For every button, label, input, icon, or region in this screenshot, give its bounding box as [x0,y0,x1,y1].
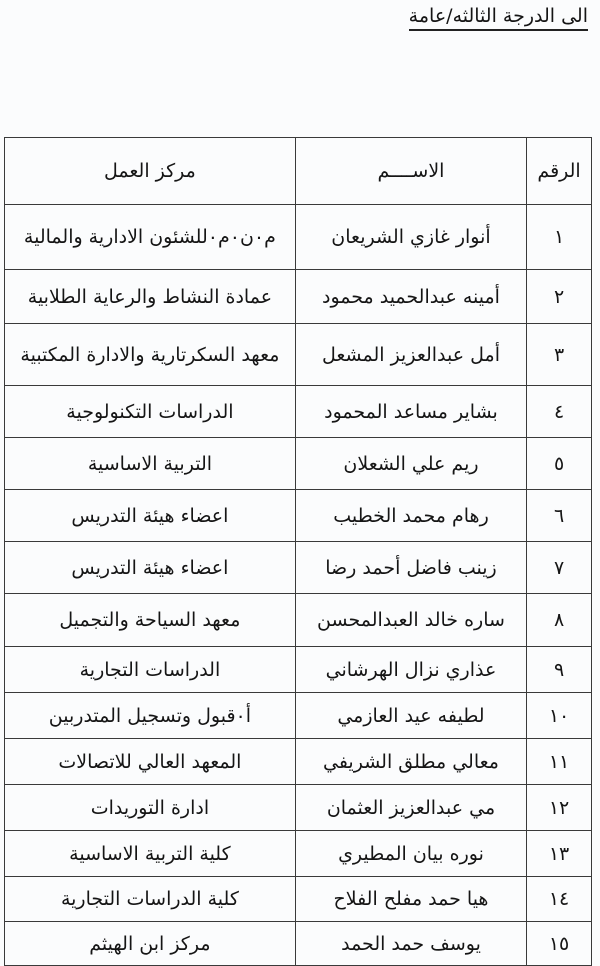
cell-name: ريم علي الشعلان [294,437,528,490]
table-row: ١٣ نوره بيان المطيري كلية التربية الاساسية [4,830,592,877]
document-heading: الى الدرجة الثالثه/عامة [408,4,588,31]
cell-name: نوره بيان المطيري [294,830,528,877]
cell-name: هيا حمد مفلح الفلاح [294,876,528,922]
table-row: ٧ زينب فاضل أحمد رضا اعضاء هيئة التدريس [4,541,592,594]
table-row: ٦ رهام محمد الخطيب اعضاء هيئة التدريس [4,489,592,542]
table-row: ٩ عذاري نزال الهرشاني الدراسات التجارية [4,646,592,693]
cell-name: لطيفه عيد العازمي [294,692,528,739]
cell-number: ٧ [526,541,592,594]
header-name: الاســــم [294,137,528,205]
cell-number: ٥ [526,437,592,490]
cell-workplace: معهد السياحة والتجميل [4,593,296,647]
cell-name: رهام محمد الخطيب [294,489,528,542]
cell-number: ٨ [526,593,592,647]
cell-name: ساره خالد العبدالمحسن [294,593,528,647]
cell-workplace: كلية التربية الاساسية [4,830,296,877]
cell-workplace: معهد السكرتارية والادارة المكتبية [4,323,296,386]
cell-workplace: ادارة التوريدات [4,784,296,831]
cell-number: ١٥ [526,921,592,966]
cell-number: ١ [526,204,592,270]
table-row: ٨ ساره خالد العبدالمحسن معهد السياحة والتج… [4,593,592,647]
cell-workplace: كلية الدراسات التجارية [4,876,296,922]
cell-number: ١٢ [526,784,592,831]
cell-number: ٩ [526,646,592,693]
table-row: ١٠ لطيفه عيد العازمي أ٠قبول وتسجيل المتدرب… [4,692,592,739]
table-header-row: الرقم الاســــم مركز العمل [4,137,592,205]
cell-number: ٦ [526,489,592,542]
cell-number: ٢ [526,269,592,324]
header-workplace: مركز العمل [4,137,296,205]
cell-name: أنوار غازي الشريعان [294,204,528,270]
cell-workplace: المعهد العالي للاتصالات [4,738,296,785]
table-row: ١ أنوار غازي الشريعان م٠ن٠م٠للشئون الاداري… [4,204,592,270]
cell-number: ٤ [526,385,592,438]
table-row: ٢ أمينه عبدالحميد محمود عمادة النشاط والرع… [4,269,592,324]
table-row: ١١ معالي مطلق الشريفي المعهد العالي للاتصا… [4,738,592,785]
cell-name: بشاير مساعد المحمود [294,385,528,438]
cell-number: ٣ [526,323,592,386]
cell-workplace: عمادة النشاط والرعاية الطلابية [4,269,296,324]
cell-name: يوسف حمد الحمد [294,921,528,966]
cell-number: ١١ [526,738,592,785]
cell-name: زينب فاضل أحمد رضا [294,541,528,594]
cell-name: عذاري نزال الهرشاني [294,646,528,693]
cell-name: أمينه عبدالحميد محمود [294,269,528,324]
cell-workplace: مركز ابن الهيثم [4,921,296,966]
employee-table: الرقم الاســــم مركز العمل ١ أنوار غازي ا… [4,137,592,966]
table-row: ٤ بشاير مساعد المحمود الدراسات التكنولوجية [4,385,592,438]
cell-workplace: التربية الاساسية [4,437,296,490]
header-number: الرقم [526,137,592,205]
cell-name: أمل عبدالعزيز المشعل [294,323,528,386]
cell-workplace: اعضاء هيئة التدريس [4,541,296,594]
table-row: ٥ ريم علي الشعلان التربية الاساسية [4,437,592,490]
table-row: ١٢ مي عبدالعزيز العثمان ادارة التوريدات [4,784,592,831]
cell-workplace: م٠ن٠م٠للشئون الادارية والمالية [4,204,296,270]
cell-number: ١٣ [526,830,592,877]
cell-name: مي عبدالعزيز العثمان [294,784,528,831]
cell-workplace: اعضاء هيئة التدريس [4,489,296,542]
cell-workplace: أ٠قبول وتسجيل المتدربين [4,692,296,739]
table-row: ٣ أمل عبدالعزيز المشعل معهد السكرتارية وال… [4,323,592,386]
cell-number: ١٠ [526,692,592,739]
table-row: ١٥ يوسف حمد الحمد مركز ابن الهيثم [4,921,592,966]
table-row: ١٤ هيا حمد مفلح الفلاح كلية الدراسات التجا… [4,876,592,922]
cell-name: معالي مطلق الشريفي [294,738,528,785]
cell-number: ١٤ [526,876,592,922]
cell-workplace: الدراسات التجارية [4,646,296,693]
cell-workplace: الدراسات التكنولوجية [4,385,296,438]
